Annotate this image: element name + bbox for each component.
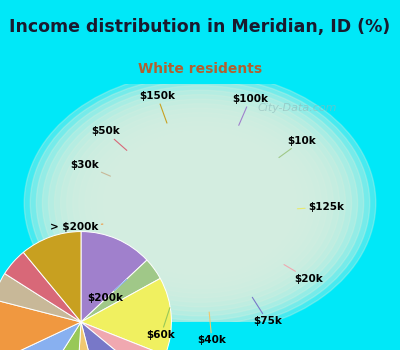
Wedge shape <box>81 322 165 350</box>
Wedge shape <box>23 232 81 322</box>
Ellipse shape <box>36 81 364 325</box>
Ellipse shape <box>109 135 291 271</box>
Ellipse shape <box>67 104 333 302</box>
Ellipse shape <box>133 153 267 253</box>
Ellipse shape <box>146 162 254 244</box>
Text: $20k: $20k <box>284 265 323 284</box>
Text: $75k: $75k <box>252 297 282 327</box>
Text: $150k: $150k <box>139 91 175 123</box>
Ellipse shape <box>30 77 370 329</box>
Ellipse shape <box>152 167 248 239</box>
Ellipse shape <box>85 117 315 289</box>
Text: Income distribution in Meridian, ID (%): Income distribution in Meridian, ID (%) <box>9 18 391 36</box>
Text: $40k: $40k <box>198 312 226 345</box>
Ellipse shape <box>24 72 376 334</box>
Text: $100k: $100k <box>232 94 268 125</box>
Ellipse shape <box>121 144 279 262</box>
Ellipse shape <box>139 158 261 248</box>
Ellipse shape <box>48 90 352 316</box>
Ellipse shape <box>42 86 358 320</box>
Text: $200k: $200k <box>87 279 127 303</box>
Ellipse shape <box>60 99 340 307</box>
Ellipse shape <box>54 94 346 312</box>
Ellipse shape <box>164 176 236 230</box>
Wedge shape <box>75 322 104 350</box>
Ellipse shape <box>127 149 273 257</box>
Text: > $200k: > $200k <box>50 222 103 232</box>
Ellipse shape <box>79 113 321 293</box>
Wedge shape <box>5 252 81 322</box>
Ellipse shape <box>103 131 297 275</box>
Wedge shape <box>32 322 81 350</box>
Ellipse shape <box>91 122 309 284</box>
Text: $10k: $10k <box>279 136 316 158</box>
Text: $50k: $50k <box>91 126 127 150</box>
Wedge shape <box>0 274 81 322</box>
Wedge shape <box>81 232 147 322</box>
Wedge shape <box>81 322 151 350</box>
Ellipse shape <box>97 126 303 280</box>
Ellipse shape <box>158 172 242 234</box>
Wedge shape <box>81 279 172 350</box>
Text: $125k: $125k <box>297 202 344 212</box>
Wedge shape <box>81 260 160 322</box>
Text: White residents: White residents <box>138 62 262 76</box>
Wedge shape <box>0 300 81 350</box>
Text: $60k: $60k <box>147 308 175 340</box>
Text: $30k: $30k <box>70 160 110 176</box>
Ellipse shape <box>73 108 327 298</box>
Ellipse shape <box>170 181 230 225</box>
Wedge shape <box>0 322 81 350</box>
Text: City-Data.com: City-Data.com <box>258 103 338 113</box>
Ellipse shape <box>115 140 285 266</box>
